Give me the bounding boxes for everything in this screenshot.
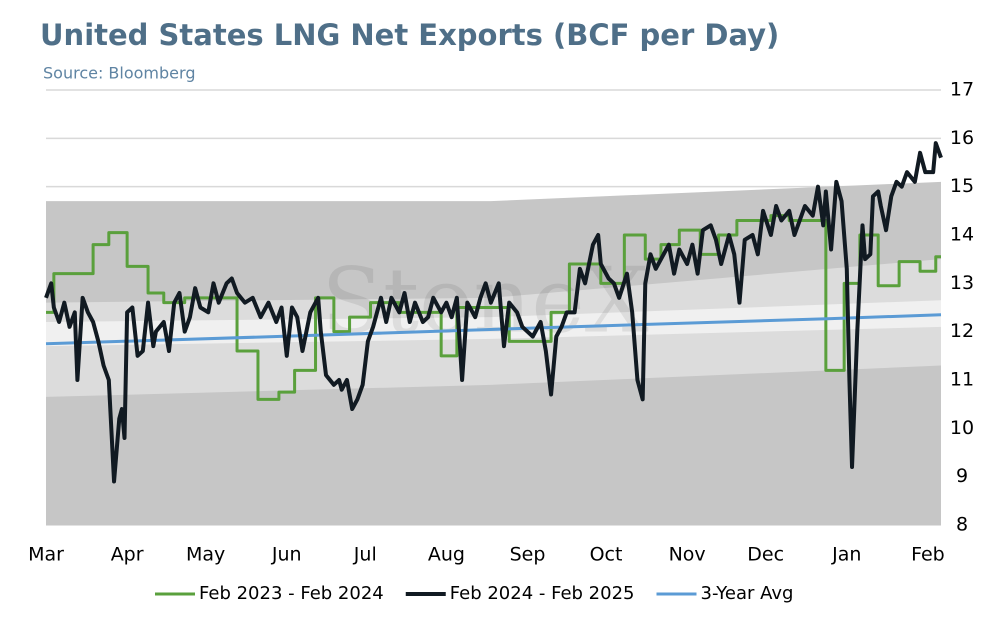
y-tick-label: 15 <box>950 175 974 197</box>
y-tick-label: 9 <box>956 465 968 487</box>
y-tick-label: 11 <box>950 369 974 391</box>
x-tick-label: Nov <box>669 544 706 566</box>
y-tick-label: 17 <box>950 79 974 101</box>
x-tick-label: Jan <box>831 544 861 566</box>
x-tick-label: Mar <box>28 544 64 566</box>
legend-label: Feb 2024 - Feb 2025 <box>450 583 635 604</box>
legend-label: 3-Year Avg <box>701 583 794 604</box>
x-tick-label: Jun <box>271 544 302 566</box>
y-tick-label: 8 <box>956 514 968 536</box>
series-line <box>44 141 943 484</box>
watermark: StoneX <box>321 248 648 353</box>
y-tick-label: 13 <box>950 272 974 294</box>
range-band <box>46 300 941 347</box>
y-tick-label: 16 <box>950 127 974 149</box>
x-tick-label: Feb <box>911 544 945 566</box>
chart-title: United States LNG Net Exports (BCF per D… <box>40 18 779 52</box>
x-tick-label: Sep <box>510 544 546 566</box>
x-tick-label: Apr <box>111 544 144 566</box>
x-tick-label: Aug <box>428 544 465 566</box>
x-tick-label: Jul <box>353 544 377 566</box>
y-tick-label: 10 <box>950 417 974 439</box>
y-tick-label: 12 <box>950 320 974 342</box>
x-tick-label: Oct <box>590 544 623 566</box>
y-tick-label: 14 <box>950 224 974 246</box>
x-tick-label: Dec <box>747 544 784 566</box>
chart-subtitle: Source: Bloomberg <box>43 64 195 83</box>
legend-label: Feb 2023 - Feb 2024 <box>199 583 384 604</box>
series-line <box>45 313 942 346</box>
x-tick-label: May <box>186 544 225 566</box>
